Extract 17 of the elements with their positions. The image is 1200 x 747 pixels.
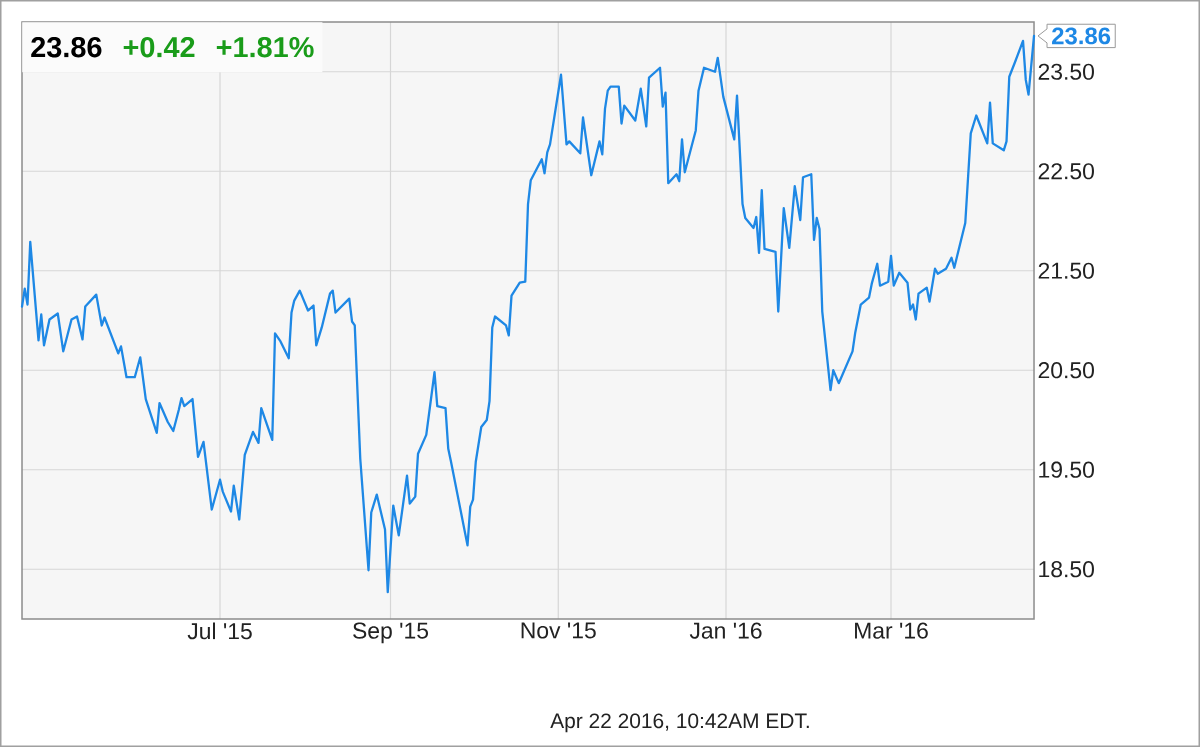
y-tick-label: 21.50: [1038, 262, 1094, 279]
y-tick-label: 19.50: [1039, 461, 1094, 478]
x-tick-label: Nov '15: [521, 622, 596, 639]
line-series: [20, 34, 1036, 594]
x-tick-label: Jul '15: [187, 622, 252, 640]
y-tick-label: 20.50: [1038, 362, 1094, 379]
x-tick-label: Mar '16: [855, 622, 928, 639]
text: Apr 22 2016, 10:42AM EDT.: [550, 713, 809, 733]
x-tick-label: Jan '16: [689, 622, 762, 639]
annotation: +0.42: [123, 36, 195, 58]
y-tick-label: 23.50: [1038, 63, 1094, 80]
annotation: +1.81%: [216, 36, 314, 58]
y-tick-label: 18.50: [1039, 561, 1094, 578]
x-tick-label: Sep '15: [353, 622, 429, 644]
y-tick-label: 22.50: [1038, 163, 1094, 180]
chart-title: 23.86: [31, 36, 102, 58]
annotation: 23.86: [1052, 27, 1111, 45]
